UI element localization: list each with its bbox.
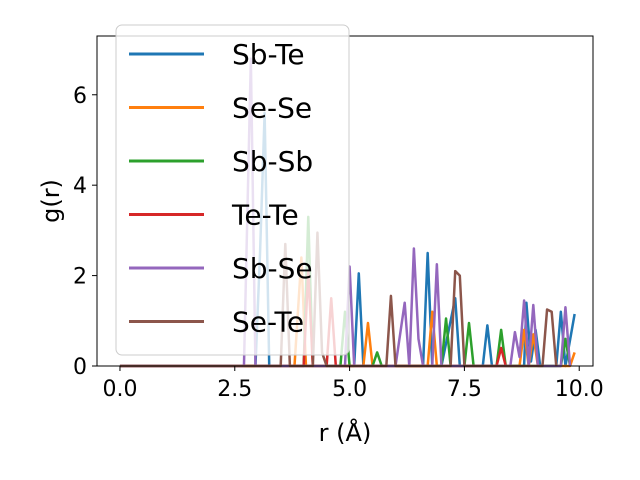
x-tick-label: 2.5 <box>217 377 252 402</box>
y-tick-label: 6 <box>73 84 87 109</box>
y-tick-label: 4 <box>73 174 87 199</box>
y-axis-ticks: 0 2 4 6 <box>73 84 97 380</box>
legend-label-te-te: Te-Te <box>231 199 299 232</box>
x-tick-label: 10.0 <box>555 377 604 402</box>
y-axis-label: g(r) <box>37 179 65 223</box>
x-tick-label: 5.0 <box>332 377 367 402</box>
legend-label-sb-te: Sb-Te <box>232 38 305 71</box>
legend: Sb-Te Se-Se Sb-Sb Te-Te Sb-Se Se-Te <box>115 24 350 356</box>
legend-label-sb-se: Sb-Se <box>232 252 313 285</box>
x-axis-ticks: 0.0 2.5 5.0 7.5 10.0 <box>102 366 604 402</box>
x-tick-label: 7.5 <box>447 377 482 402</box>
x-axis-label: r (Å) <box>319 418 372 447</box>
legend-label-se-te: Se-Te <box>232 306 304 339</box>
y-tick-label: 2 <box>73 265 87 290</box>
legend-label-sb-sb: Sb-Sb <box>232 145 313 178</box>
x-tick-label: 0.0 <box>102 377 137 402</box>
legend-label-se-se: Se-Se <box>232 92 312 125</box>
y-tick-label: 0 <box>73 355 87 380</box>
